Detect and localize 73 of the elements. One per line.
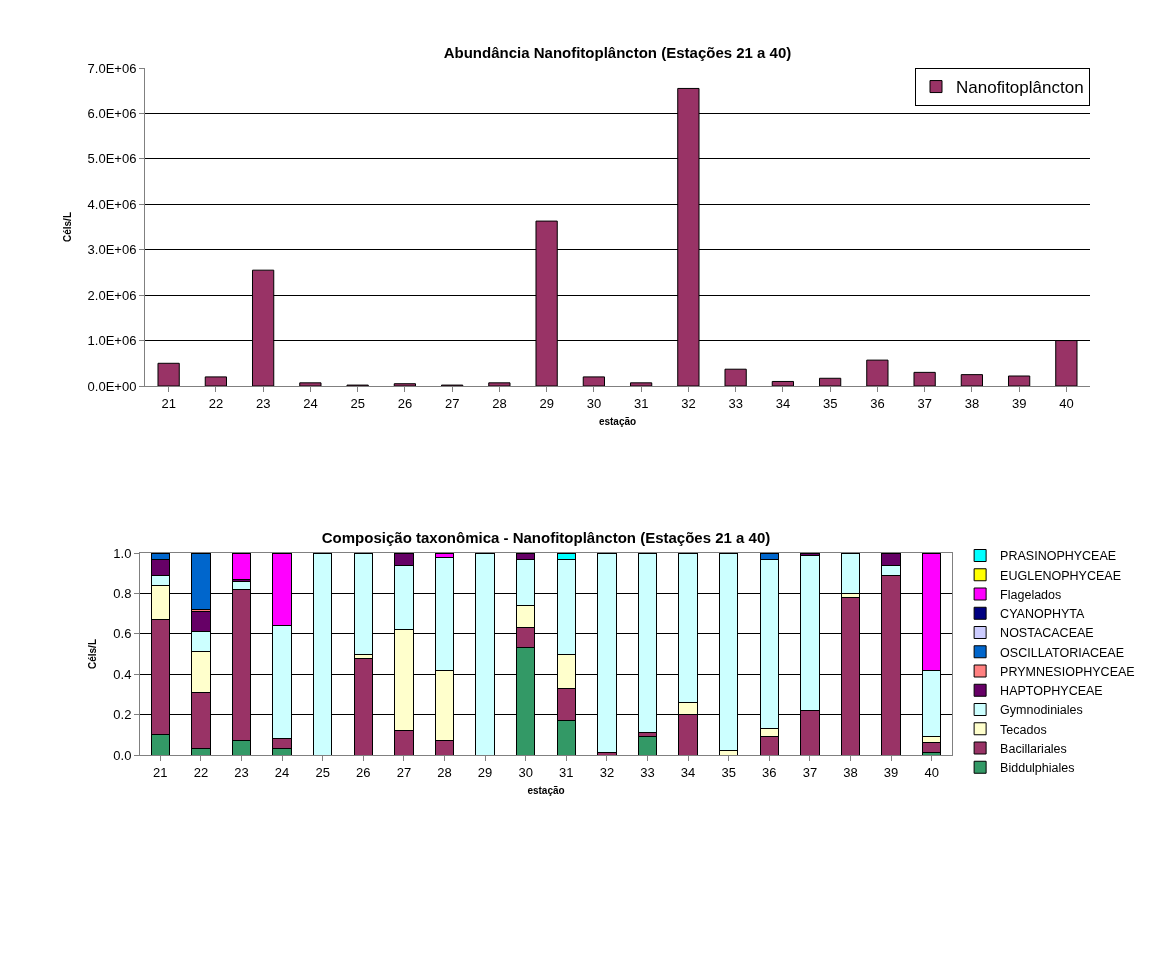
y-tick-label: 0.6 (113, 626, 132, 642)
legend-label: Bacillariales (1000, 741, 1067, 756)
x-tick-label: 33 (640, 764, 655, 780)
legend-label: PRYMNESIOPHYCEAE (1000, 664, 1135, 679)
x-tick-label: 37 (917, 395, 932, 411)
chart-title: Composição taxonômica - Nanofitoplâncton (Estações 21 a 40) (321, 529, 771, 546)
x-tick-label: 24 (303, 395, 318, 411)
legend-label: NOSTACACEAE (1000, 626, 1094, 641)
legend-label: PRASINOPHYCEAE (1000, 549, 1117, 564)
x-tick-label: 32 (681, 395, 696, 411)
y-tick-label: 0.0E+00 (87, 378, 137, 394)
legend-label: Tecados (1000, 722, 1047, 737)
x-tick-label: 25 (315, 764, 330, 780)
legend-label: Nanofitoplâncton (956, 78, 1084, 98)
x-tick-label: 29 (539, 395, 554, 411)
x-tick-label: 34 (680, 764, 696, 780)
y-tick-label: 1.0E+06 (87, 333, 137, 349)
x-tick-label: 29 (477, 764, 493, 780)
x-tick-label: 38 (964, 395, 980, 411)
x-tick-label: 36 (762, 764, 777, 780)
chart-title: Abundância Nanofitoplâncton (Estações 21 a 40) (443, 44, 792, 61)
x-tick-label: 34 (775, 395, 791, 411)
x-tick-label: 31 (633, 395, 649, 411)
x-tick-label: 32 (599, 764, 615, 780)
y-axis-title: Céls/L (87, 638, 99, 670)
legend-label: Flagelados (1000, 587, 1062, 602)
x-tick-label: 33 (728, 395, 743, 411)
x-tick-label: 30 (586, 395, 602, 411)
x-axis-title: estação (598, 416, 637, 428)
legend-label: Biddulphiales (1000, 761, 1075, 776)
x-tick-label: 23 (234, 764, 249, 780)
y-tick-label: 1.0 (113, 545, 132, 561)
x-tick-label: 25 (350, 395, 365, 411)
y-tick-label: 7.0E+06 (87, 60, 137, 76)
legend-label: CYANOPHYTA (1000, 607, 1086, 622)
x-tick-label: 24 (274, 764, 290, 780)
x-axis-title: estação (527, 785, 565, 797)
x-tick-label: 28 (437, 764, 452, 780)
x-tick-label: 26 (397, 395, 413, 411)
x-tick-label: 40 (924, 764, 939, 780)
x-tick-label: 39 (883, 764, 899, 780)
x-tick-label: 22 (208, 395, 224, 411)
x-tick-label: 37 (802, 764, 818, 780)
y-tick-label: 0.4 (113, 666, 132, 682)
x-tick-label: 21 (161, 395, 176, 411)
y-tick-label: 3.0E+06 (87, 242, 137, 258)
x-tick-label: 27 (396, 764, 412, 780)
y-tick-label: 2.0E+06 (87, 287, 137, 303)
legend-label: HAPTOPHYCEAE (1000, 684, 1103, 699)
y-tick-label: 5.0E+06 (87, 151, 137, 167)
x-tick-label: 40 (1059, 395, 1074, 411)
legend-label: EUGLENOPHYCEAE (1000, 568, 1121, 583)
x-tick-label: 39 (1011, 395, 1027, 411)
x-tick-label: 35 (721, 764, 736, 780)
y-tick-label: 4.0E+06 (87, 196, 137, 212)
y-tick-label: 6.0E+06 (87, 105, 137, 121)
x-tick-label: 22 (193, 764, 209, 780)
x-tick-label: 28 (492, 395, 507, 411)
x-tick-label: 35 (822, 395, 838, 411)
y-axis-title: Céls/L (61, 211, 73, 243)
x-tick-label: 36 (870, 395, 885, 411)
y-tick-label: 0.0 (113, 747, 132, 763)
legend-label: OSCILLATORIACEAE (1000, 645, 1125, 660)
legend-label: Gymnodiniales (1000, 703, 1083, 718)
y-tick-label: 0.2 (113, 707, 132, 723)
x-tick-label: 27 (444, 395, 460, 411)
x-tick-label: 30 (518, 764, 533, 780)
x-tick-label: 21 (153, 764, 168, 780)
x-tick-label: 23 (255, 395, 271, 411)
x-tick-label: 26 (356, 764, 371, 780)
x-tick-label: 38 (843, 764, 858, 780)
x-tick-label: 31 (559, 764, 574, 780)
y-tick-label: 0.8 (113, 585, 132, 601)
